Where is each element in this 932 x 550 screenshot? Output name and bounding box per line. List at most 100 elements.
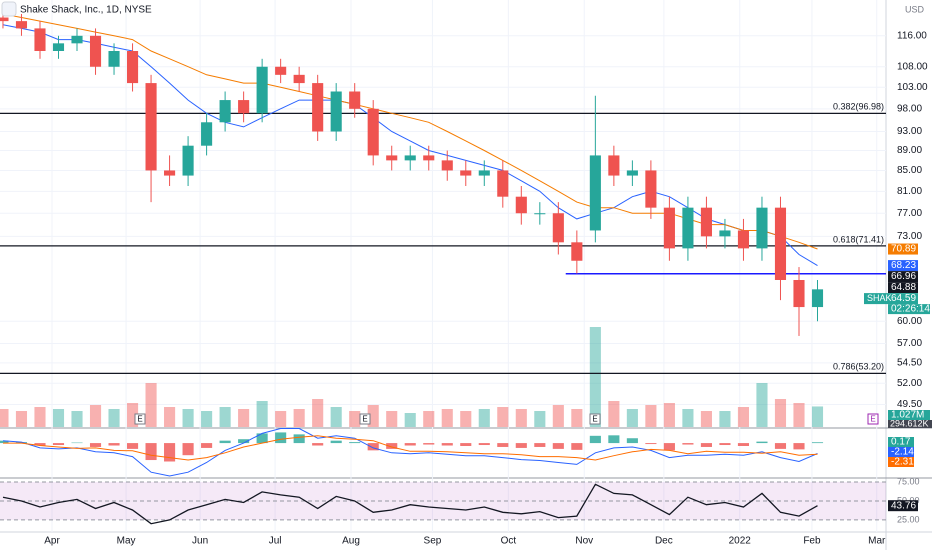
macd-histogram bbox=[52, 443, 65, 446]
volume-bar bbox=[460, 411, 472, 427]
candle-body bbox=[219, 100, 231, 123]
x-tick-label: Mar bbox=[868, 536, 886, 547]
earnings-icon[interactable] bbox=[134, 413, 146, 425]
price-label-bg bbox=[888, 282, 918, 294]
macd-histogram bbox=[663, 443, 675, 451]
volume-bar bbox=[626, 409, 638, 427]
macd-histogram bbox=[793, 443, 805, 450]
macd-histogram bbox=[386, 443, 398, 449]
macd-histogram bbox=[756, 441, 768, 444]
y-tick-label: 57.00 bbox=[897, 338, 922, 349]
volume-bar bbox=[89, 405, 102, 427]
macd-histogram bbox=[645, 443, 657, 445]
macd-histogram bbox=[404, 443, 416, 446]
price-label-bg bbox=[888, 260, 918, 272]
macd-histogram bbox=[89, 443, 102, 447]
candle-body bbox=[201, 122, 213, 146]
volume-bar bbox=[756, 383, 768, 427]
volume-bar bbox=[386, 411, 398, 427]
x-tick-label: Aug bbox=[342, 536, 360, 547]
volume-bar bbox=[349, 411, 361, 427]
price-label: 64.59 bbox=[891, 293, 916, 304]
y-tick-label: 116.00 bbox=[897, 30, 927, 41]
volume-bar bbox=[367, 405, 379, 427]
macd-histogram bbox=[589, 435, 601, 444]
volume-bar bbox=[404, 413, 416, 427]
macd-label: -2.31 bbox=[891, 457, 914, 468]
earnings-letter: E bbox=[592, 415, 597, 424]
volume-bar bbox=[478, 409, 490, 427]
candle-body bbox=[645, 170, 657, 208]
x-tick-label: Oct bbox=[501, 536, 517, 547]
volume-bar bbox=[293, 409, 305, 427]
earnings-icon[interactable] bbox=[359, 413, 371, 425]
macd-histogram bbox=[811, 442, 824, 444]
volume-bar bbox=[0, 409, 9, 427]
volume-bar bbox=[811, 406, 824, 427]
macd-label-bg bbox=[888, 437, 914, 447]
earnings-icon[interactable] bbox=[589, 413, 601, 425]
candle-body bbox=[737, 230, 750, 249]
price-label: 68.23 bbox=[891, 260, 916, 271]
price-label-bg bbox=[888, 243, 918, 255]
candle-body bbox=[682, 207, 694, 249]
macd-histogram bbox=[626, 438, 638, 444]
volume-bar bbox=[663, 403, 675, 427]
x-tick-label: Apr bbox=[44, 536, 60, 547]
macd-histogram bbox=[460, 443, 472, 446]
candle-body bbox=[349, 91, 361, 109]
macd-histogram bbox=[238, 439, 250, 444]
macd-histogram bbox=[552, 443, 564, 449]
candle-body bbox=[256, 66, 268, 114]
price-label-bg bbox=[888, 271, 918, 283]
moving-average bbox=[2, 13, 818, 250]
volume-bar bbox=[108, 409, 120, 427]
macd-histogram bbox=[774, 443, 787, 449]
candle-body bbox=[497, 170, 509, 197]
candle-body bbox=[460, 170, 472, 176]
candle-body bbox=[404, 155, 416, 161]
macd-histogram bbox=[219, 440, 231, 444]
candle-body bbox=[719, 230, 731, 237]
earnings-icon[interactable] bbox=[867, 413, 879, 425]
volume-bar bbox=[145, 383, 157, 427]
macd-histogram bbox=[571, 443, 583, 450]
volume-bar bbox=[201, 411, 213, 427]
macd-histogram bbox=[682, 443, 694, 445]
macd-histogram bbox=[201, 443, 213, 448]
candle-body bbox=[52, 43, 65, 52]
x-tick-label: Dec bbox=[655, 536, 673, 547]
y-tick-label: 85.00 bbox=[897, 165, 922, 176]
volume-bar bbox=[275, 411, 287, 427]
candle-body bbox=[589, 155, 601, 231]
macd-histogram bbox=[441, 443, 453, 446]
volume-bar bbox=[312, 399, 324, 427]
macd-histogram bbox=[145, 443, 157, 461]
macd-histogram bbox=[534, 443, 546, 447]
macd-histogram bbox=[126, 443, 139, 449]
ticker-label: SHAK bbox=[867, 293, 892, 303]
candle-body bbox=[15, 21, 28, 29]
volume-bar bbox=[441, 409, 453, 427]
macd-histogram bbox=[108, 443, 120, 446]
macd-histogram bbox=[293, 434, 305, 444]
volume-bar bbox=[793, 403, 805, 427]
y-tick-label: 81.00 bbox=[897, 186, 922, 197]
candle-body bbox=[663, 207, 675, 249]
candle-body bbox=[108, 51, 120, 67]
candle-body bbox=[238, 100, 250, 114]
macd-histogram bbox=[737, 443, 750, 446]
countdown: 02:26:14 bbox=[891, 304, 930, 315]
macd-histogram bbox=[34, 443, 46, 446]
candle-body bbox=[423, 155, 435, 161]
volume-bar bbox=[238, 409, 250, 427]
macd-histogram bbox=[312, 443, 324, 446]
volume-bar bbox=[534, 411, 546, 427]
macd-histogram bbox=[515, 443, 527, 448]
volume-bar bbox=[71, 411, 83, 427]
symbol-icon[interactable] bbox=[1, 1, 17, 17]
currency: USD bbox=[905, 4, 925, 14]
